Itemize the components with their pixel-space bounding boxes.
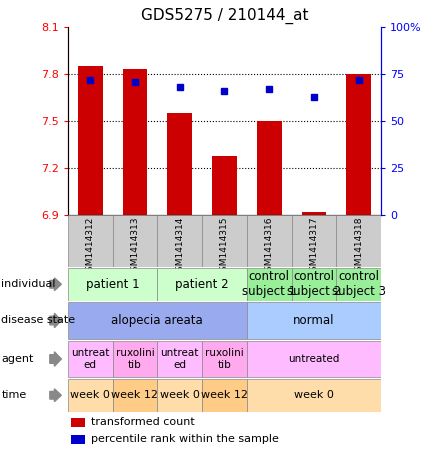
Bar xyxy=(68,341,113,377)
Bar xyxy=(113,215,157,267)
Text: GSM1414316: GSM1414316 xyxy=(265,217,274,277)
Text: alopecia areata: alopecia areata xyxy=(112,314,203,327)
Bar xyxy=(71,434,85,444)
Bar xyxy=(157,379,202,411)
Bar xyxy=(71,418,85,427)
Bar xyxy=(68,215,113,267)
Text: transformed count: transformed count xyxy=(92,417,195,427)
FancyArrow shape xyxy=(50,352,61,366)
Text: control
subject 2: control subject 2 xyxy=(287,270,341,298)
Text: percentile rank within the sample: percentile rank within the sample xyxy=(92,434,279,444)
Text: week 12: week 12 xyxy=(201,390,248,400)
FancyArrow shape xyxy=(50,313,61,328)
Text: disease state: disease state xyxy=(1,315,75,326)
Bar xyxy=(292,215,336,267)
Bar xyxy=(157,341,202,377)
Bar xyxy=(167,113,192,215)
Text: ruxolini
tib: ruxolini tib xyxy=(205,348,244,370)
FancyArrow shape xyxy=(50,389,61,402)
Bar xyxy=(68,268,157,301)
Text: individual: individual xyxy=(1,279,56,289)
Bar xyxy=(302,212,326,215)
Bar xyxy=(257,121,282,215)
Bar xyxy=(123,69,147,215)
Bar xyxy=(157,215,202,267)
Text: normal: normal xyxy=(293,314,335,327)
Text: GSM1414312: GSM1414312 xyxy=(86,217,95,277)
Text: week 0: week 0 xyxy=(294,390,334,400)
Title: GDS5275 / 210144_at: GDS5275 / 210144_at xyxy=(141,8,308,24)
Bar xyxy=(202,215,247,267)
Text: week 12: week 12 xyxy=(112,390,159,400)
Text: GSM1414317: GSM1414317 xyxy=(310,217,318,277)
Text: week 0: week 0 xyxy=(160,390,200,400)
Bar xyxy=(247,302,381,339)
Bar xyxy=(336,268,381,301)
Bar xyxy=(113,341,157,377)
Bar xyxy=(113,379,157,411)
FancyArrow shape xyxy=(50,278,61,291)
Bar xyxy=(292,268,336,301)
Bar xyxy=(336,215,381,267)
Text: control
subject 3: control subject 3 xyxy=(332,270,386,298)
Text: untreated: untreated xyxy=(288,354,339,364)
Bar xyxy=(212,156,237,215)
Bar xyxy=(68,302,247,339)
Bar xyxy=(247,215,292,267)
Text: time: time xyxy=(1,390,27,400)
Text: GSM1414318: GSM1414318 xyxy=(354,217,363,277)
Bar xyxy=(78,66,102,215)
Text: GSM1414315: GSM1414315 xyxy=(220,217,229,277)
Bar xyxy=(247,341,381,377)
Bar xyxy=(346,74,371,215)
Text: untreat
ed: untreat ed xyxy=(161,348,199,370)
Text: ruxolini
tib: ruxolini tib xyxy=(116,348,154,370)
Bar xyxy=(202,379,247,411)
Bar xyxy=(157,268,247,301)
Text: untreat
ed: untreat ed xyxy=(71,348,110,370)
Text: GSM1414314: GSM1414314 xyxy=(175,217,184,277)
Bar xyxy=(247,268,292,301)
Text: week 0: week 0 xyxy=(71,390,110,400)
Text: control
subject 1: control subject 1 xyxy=(242,270,296,298)
Bar xyxy=(202,341,247,377)
Text: patient 2: patient 2 xyxy=(175,278,229,291)
Text: GSM1414313: GSM1414313 xyxy=(131,217,139,277)
Text: agent: agent xyxy=(1,354,34,364)
Bar xyxy=(68,379,113,411)
Bar xyxy=(247,379,381,411)
Text: patient 1: patient 1 xyxy=(86,278,139,291)
